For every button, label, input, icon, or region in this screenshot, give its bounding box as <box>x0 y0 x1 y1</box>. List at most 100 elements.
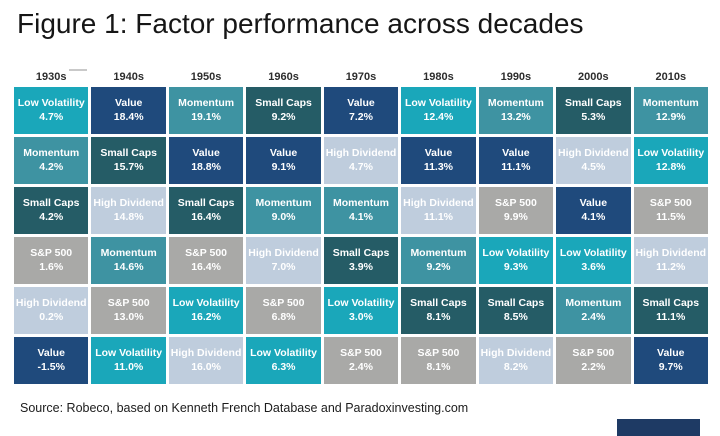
factor-name: S&P 500 <box>185 246 228 259</box>
factor-name: S&P 500 <box>494 196 537 209</box>
factor-name: Momentum <box>410 246 467 259</box>
factor-cell: Value -1.5% <box>14 337 89 384</box>
factor-name: S&P 500 <box>649 196 692 209</box>
factor-name: Momentum <box>565 296 622 309</box>
factor-cell: High Dividend 7.0% <box>246 237 321 284</box>
factor-cell: Momentum 4.2% <box>14 137 89 184</box>
factor-name: Low Volatility <box>172 296 240 309</box>
factor-name: Small Caps <box>100 146 157 159</box>
factor-name: Momentum <box>487 96 544 109</box>
factor-value: 8.1% <box>426 360 451 373</box>
factor-name: Value <box>424 146 453 159</box>
factor-value: 11.3% <box>423 160 454 173</box>
factor-name: Low Volatility <box>250 346 317 359</box>
factor-value: 13.2% <box>500 110 531 123</box>
factor-name: Value <box>114 96 143 109</box>
factor-value: 11.1% <box>656 310 686 323</box>
factor-name: Value <box>657 346 685 359</box>
factor-value: 13.0% <box>113 310 144 323</box>
factor-name: Small Caps <box>565 96 622 109</box>
factor-name: Momentum <box>178 96 235 109</box>
factor-cell: Small Caps 11.1% <box>633 287 708 334</box>
factor-cell: High Dividend 4.5% <box>556 137 631 184</box>
factor-name: Small Caps <box>177 196 235 209</box>
factor-cell: High Dividend 8.2% <box>478 337 554 384</box>
factor-cell: S&P 500 9.9% <box>478 187 554 234</box>
factor-name: Small Caps <box>487 296 545 309</box>
factor-cell: High Dividend 11.2% <box>633 237 708 284</box>
factor-performance-table: 1930s 1940s 1950s 1960s 1970s 1980s 1990s 2000s… <box>14 71 708 384</box>
factor-value: 3.6% <box>581 260 606 273</box>
factor-name: Small Caps <box>22 196 80 209</box>
factor-cell: Small Caps 15.7% <box>91 137 166 184</box>
factor-value: 4.1% <box>581 210 606 223</box>
factor-value: 15.7% <box>113 160 144 173</box>
factor-value: 9.9% <box>503 210 528 223</box>
factor-name: High Dividend <box>170 346 242 359</box>
factor-value: 9.7% <box>658 360 683 373</box>
factor-value: 9.1% <box>271 160 296 173</box>
factor-value: 3.0% <box>349 310 373 323</box>
factor-value: 4.2% <box>39 160 64 173</box>
decade-header: 1960s <box>268 71 299 83</box>
factor-value: 7.0% <box>271 260 296 273</box>
factor-name: Low Volatility <box>404 96 472 109</box>
factor-name: Value <box>192 146 220 159</box>
factor-value: 16.0% <box>191 360 221 373</box>
factor-value: 2.4% <box>581 310 606 323</box>
factor-value: 6.3% <box>271 360 296 373</box>
factor-cell: Low Volatility 9.3% <box>478 237 554 284</box>
factor-cell: Low Volatility 3.0% <box>323 287 399 334</box>
factor-cell: Value 9.7% <box>633 337 708 384</box>
factor-name: S&P 500 <box>340 346 382 359</box>
factor-cell: Momentum 9.0% <box>246 187 321 234</box>
factor-name: Momentum <box>255 196 312 209</box>
factor-name: Small Caps <box>332 246 390 259</box>
factor-cell: S&P 500 6.8% <box>246 287 321 334</box>
factor-value: 2.4% <box>349 360 373 373</box>
factor-name: Momentum <box>100 246 157 259</box>
factor-value: 11.1% <box>501 160 531 173</box>
factor-name: High Dividend <box>93 196 164 209</box>
factor-value: 16.4% <box>191 260 221 273</box>
factor-value: 1.6% <box>39 260 64 273</box>
factor-name: S&P 500 <box>30 246 73 259</box>
factor-name: Value <box>347 96 375 109</box>
factor-cell: Value 7.2% <box>323 87 399 134</box>
factor-name: Low Volatility <box>95 346 163 359</box>
factor-cell: S&P 500 2.2% <box>556 337 631 384</box>
factor-cell: Value 11.3% <box>401 137 476 184</box>
factor-value: 4.7% <box>349 160 373 173</box>
factor-value: 19.1% <box>191 110 221 123</box>
factor-value: 16.2% <box>191 310 221 323</box>
factor-cell: High Dividend 14.8% <box>91 187 166 234</box>
factor-cell: Low Volatility 4.7% <box>14 87 89 134</box>
factor-cell: Value 18.8% <box>168 137 244 184</box>
factor-value: 5.3% <box>581 110 606 123</box>
factor-name: High Dividend <box>15 296 87 309</box>
decade-header: 1980s <box>423 71 454 83</box>
factor-cell: Low Volatility 12.8% <box>633 137 708 184</box>
factor-cell: Low Volatility 3.6% <box>556 237 631 284</box>
factor-name: Small Caps <box>255 96 312 109</box>
factor-name: High Dividend <box>480 346 552 359</box>
factor-cell: Value 4.1% <box>556 187 631 234</box>
factor-value: 6.8% <box>271 310 296 323</box>
factor-name: Momentum <box>642 96 699 109</box>
decorative-dash <box>69 69 87 71</box>
factor-cell: Low Volatility 11.0% <box>91 337 166 384</box>
factor-name: Value <box>579 196 608 209</box>
factor-name: High Dividend <box>403 196 474 209</box>
factor-value: 11.5% <box>656 210 686 223</box>
factor-cell: Value 11.1% <box>478 137 554 184</box>
decade-header: 1940s <box>113 71 144 83</box>
factor-value: 9.2% <box>426 260 451 273</box>
factor-cell: S&P 500 16.4% <box>168 237 244 284</box>
factor-value: 4.7% <box>39 110 64 123</box>
factor-cell: Momentum 13.2% <box>478 87 554 134</box>
factor-name: High Dividend <box>635 246 707 259</box>
factor-value: 0.2% <box>39 310 64 323</box>
factor-cell: Small Caps 8.1% <box>401 287 476 334</box>
factor-value: 8.1% <box>426 310 451 323</box>
factor-value: 8.5% <box>503 310 528 323</box>
